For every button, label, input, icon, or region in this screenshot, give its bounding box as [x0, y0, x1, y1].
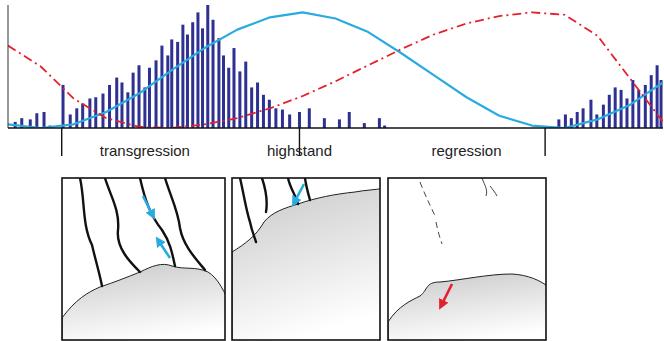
panel-frame: [62, 178, 225, 340]
bar: [69, 114, 72, 128]
bar: [148, 68, 151, 128]
bar: [126, 92, 129, 128]
bar: [43, 112, 46, 128]
old-river: [436, 222, 442, 244]
bar: [608, 95, 611, 128]
bar: [298, 112, 301, 128]
figure: transgression highstand regression: [0, 0, 664, 341]
bar: [206, 5, 209, 128]
bar: [288, 114, 291, 128]
bar: [378, 118, 381, 128]
bar: [101, 94, 104, 128]
bar: [217, 38, 220, 128]
bar: [238, 71, 241, 128]
panel-frame: [388, 178, 546, 340]
phase-label: highstand: [267, 142, 332, 159]
bar: [323, 118, 326, 128]
land: [388, 274, 546, 340]
bar: [256, 82, 259, 128]
panel-transgression: [62, 178, 232, 341]
bar: [35, 113, 38, 128]
river: [165, 178, 205, 270]
land: [232, 188, 380, 340]
red-curve: [8, 12, 663, 128]
bar: [196, 12, 199, 128]
phase-label: transgression: [100, 142, 190, 159]
bar: [75, 108, 78, 128]
bar: [595, 114, 598, 128]
phase-label: regression: [431, 142, 501, 159]
bar: [94, 97, 97, 128]
bar: [308, 108, 311, 128]
arrow: [441, 284, 452, 306]
bar: [244, 62, 247, 128]
y-axis: [8, 5, 9, 128]
bar: [656, 65, 659, 128]
river: [305, 178, 310, 200]
bar: [250, 87, 253, 128]
river: [262, 178, 267, 212]
bar: [614, 87, 617, 128]
bar: [348, 112, 351, 128]
bar: [81, 103, 84, 128]
bar: [564, 114, 567, 128]
bar: [262, 95, 265, 128]
bar: [637, 90, 640, 128]
x-tick: [61, 128, 62, 156]
bar: [160, 46, 163, 128]
arrow: [294, 184, 304, 203]
bar: [589, 100, 592, 128]
bar: [644, 85, 647, 128]
bar: [62, 85, 65, 128]
bar: [281, 110, 284, 128]
panel-highstand: [232, 178, 385, 341]
bar: [212, 20, 215, 128]
bar: [132, 73, 135, 128]
river: [80, 178, 102, 286]
bar: [186, 35, 189, 128]
panel-content: [388, 178, 546, 340]
x-axis: [8, 127, 663, 129]
panel-frame: [232, 178, 380, 340]
bar: [268, 100, 271, 128]
bar: [338, 119, 341, 128]
bar: [625, 98, 628, 128]
arrow: [158, 240, 170, 258]
bar: [138, 65, 141, 128]
bar: [201, 28, 204, 128]
bar: [88, 98, 91, 128]
bar: [143, 87, 146, 128]
bar: [181, 25, 184, 128]
panel-regression: [388, 178, 550, 341]
bar: [170, 39, 173, 128]
bar: [274, 108, 277, 128]
land: [62, 264, 225, 340]
bar: [191, 22, 194, 128]
bar: [166, 55, 169, 128]
bar: [582, 108, 585, 128]
old-river: [482, 178, 497, 196]
old-river: [420, 182, 436, 218]
river: [105, 178, 140, 272]
panel-content: [62, 178, 225, 340]
bar: [176, 42, 179, 128]
panels: [62, 178, 550, 341]
plot-area: [8, 5, 663, 128]
panel-content: [232, 178, 380, 340]
river: [240, 178, 256, 242]
bar: [232, 48, 235, 128]
bar: [108, 85, 111, 128]
blue-curve: [8, 12, 663, 128]
x-tick: [544, 128, 545, 156]
bar: [650, 75, 653, 128]
bar: [155, 60, 158, 128]
bar: [222, 55, 225, 128]
arrow: [143, 196, 153, 216]
